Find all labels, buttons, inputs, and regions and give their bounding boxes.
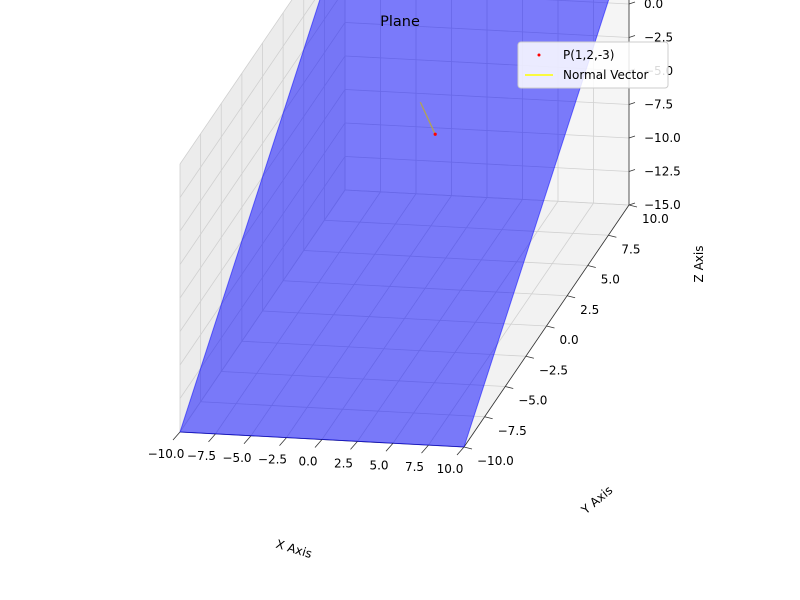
x-tick xyxy=(421,444,429,454)
legend-normal-label: Normal Vector xyxy=(563,68,649,82)
x-tick-label: 0.0 xyxy=(298,455,317,469)
z-tick xyxy=(628,202,636,206)
x-tick-label: 5.0 xyxy=(369,458,388,472)
y-tick-label: 5.0 xyxy=(601,273,620,287)
x-tick-label: −7.5 xyxy=(187,449,216,463)
legend: P(1,2,-3) Normal Vector xyxy=(517,41,669,89)
y-tick xyxy=(628,204,638,208)
z-axis-label: Z Axis xyxy=(692,246,706,283)
legend-point-marker xyxy=(537,53,541,57)
z-tick xyxy=(628,135,636,139)
z-tick-label: −2.5 xyxy=(644,31,673,45)
x-tick-label: 2.5 xyxy=(334,456,353,470)
z-tick xyxy=(628,169,636,172)
y-tick xyxy=(567,295,576,299)
y-tick xyxy=(608,234,617,238)
x-tick-label: −2.5 xyxy=(258,453,287,467)
x-tick xyxy=(350,441,358,450)
data-marks xyxy=(419,101,437,136)
point-p-marker xyxy=(433,132,437,136)
x-tick xyxy=(385,442,394,452)
z-tick-label: −12.5 xyxy=(644,165,681,179)
x-tick xyxy=(279,437,287,446)
x-tick-label: 10.0 xyxy=(437,462,464,476)
x-axis-label: X Axis xyxy=(274,537,313,561)
z-tick-label: −15.0 xyxy=(644,198,681,212)
x-tick xyxy=(208,433,216,443)
x-tick xyxy=(172,431,181,441)
y-tick xyxy=(505,386,514,389)
y-tick-label: −7.5 xyxy=(498,424,527,438)
y-tick-label: 0.0 xyxy=(560,333,579,347)
z-tick xyxy=(628,102,636,105)
y-tick-label: −5.0 xyxy=(518,394,547,408)
legend-point-label: P(1,2,-3) xyxy=(563,48,614,62)
plane-surface xyxy=(179,0,610,448)
y-tick-label: −10.0 xyxy=(477,454,514,468)
y-tick-label: 7.5 xyxy=(621,242,640,256)
y-tick xyxy=(463,446,473,450)
x-tick xyxy=(243,435,252,445)
plane-polygon xyxy=(179,0,610,448)
y-tick-label: 2.5 xyxy=(580,303,599,317)
y-tick xyxy=(587,265,596,268)
y-tick-label: 10.0 xyxy=(642,212,669,226)
x-tick-label: −5.0 xyxy=(222,451,251,465)
z-tick-label: −10.0 xyxy=(644,131,681,145)
x-tick xyxy=(456,446,465,456)
z-tick-label: −7.5 xyxy=(644,98,673,112)
y-tick-label: −2.5 xyxy=(539,363,568,377)
x-tick-label: 7.5 xyxy=(405,460,424,474)
y-tick xyxy=(546,325,555,329)
z-tick-label: 0.0 xyxy=(644,0,663,11)
chart-title: Plane xyxy=(380,14,420,30)
legend-frame xyxy=(517,41,669,89)
z-tick xyxy=(628,35,636,38)
z-tick xyxy=(628,1,636,5)
x-tick xyxy=(314,439,323,448)
grid-line xyxy=(179,0,293,165)
y-tick xyxy=(525,355,534,359)
grid-line xyxy=(179,0,316,198)
y-tick xyxy=(484,416,493,420)
x-tick-label: −10.0 xyxy=(148,447,185,461)
y-axis-label: Y Axis xyxy=(578,483,615,518)
normal-vector-line xyxy=(419,101,436,135)
